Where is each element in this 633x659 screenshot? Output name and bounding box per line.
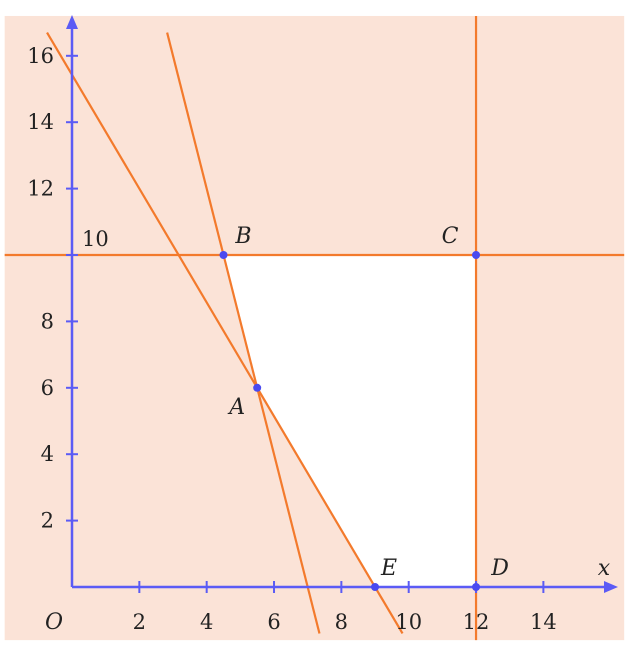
- point-label-C: C: [442, 224, 459, 249]
- x-axis-arrow-icon: [604, 581, 618, 593]
- point-C: [472, 251, 481, 259]
- point-label-D: D: [490, 556, 509, 581]
- y-tick-label-10: 10: [82, 227, 109, 251]
- y-tick-label: 14: [27, 110, 54, 134]
- y-tick-label: 2: [41, 509, 54, 533]
- y-tick-label: 12: [27, 177, 54, 201]
- constraint-line-4: [46, 31, 404, 635]
- y-tick-label: 16: [27, 44, 54, 68]
- y-axis-arrow-icon: [66, 15, 78, 29]
- point-B: [219, 251, 228, 259]
- y-tick-label: 8: [41, 309, 54, 333]
- x-axis-label: x: [598, 556, 611, 581]
- point-E: [371, 583, 380, 591]
- x-tick-label: 12: [463, 610, 490, 634]
- point-A: [253, 383, 262, 392]
- y-tick-label: 6: [41, 376, 54, 400]
- constraint-line-3: [166, 32, 321, 634]
- x-tick-label: 8: [335, 610, 348, 634]
- y-tick-label: 4: [41, 442, 54, 466]
- point-D: [472, 583, 481, 591]
- x-tick-label: 10: [395, 610, 422, 634]
- point-label-B: B: [234, 224, 251, 249]
- point-label-A: A: [227, 395, 245, 420]
- x-tick-label: 14: [530, 610, 557, 634]
- x-tick-label: 4: [200, 610, 213, 634]
- origin-label: O: [45, 610, 63, 635]
- point-label-E: E: [380, 556, 397, 581]
- x-tick-label: 6: [267, 610, 280, 634]
- feasible-region: [223, 255, 477, 587]
- x-tick-label: 2: [133, 610, 146, 634]
